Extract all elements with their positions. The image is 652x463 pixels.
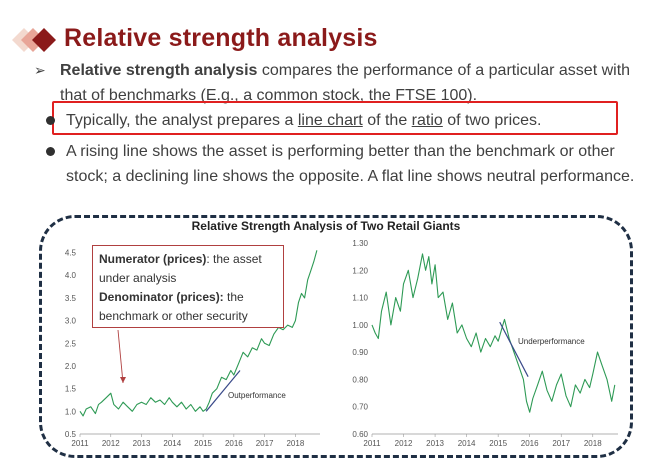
ratio-link[interactable]: ratio — [411, 112, 443, 129]
y-tick-label: 3.0 — [65, 317, 77, 326]
y-tick-label: 1.00 — [352, 321, 368, 330]
x-tick-label: 2018 — [584, 439, 602, 448]
callout-box: Numerator (prices): the asset under anal… — [92, 245, 284, 328]
y-tick-label: 4.5 — [65, 249, 77, 258]
bullet1-mid: of the — [362, 112, 412, 129]
numerator-text: : the asset under analysis — [99, 252, 262, 285]
y-tick-label: 1.0 — [65, 407, 77, 416]
y-tick-label: 2.0 — [65, 362, 77, 371]
page-title: Relative strength analysis — [64, 24, 378, 52]
x-tick-label: 2016 — [521, 439, 539, 448]
x-tick-label: 2015 — [194, 439, 212, 448]
annotation-label: Outperformance — [228, 391, 286, 400]
x-tick-label: 2017 — [256, 439, 274, 448]
series-line — [79, 250, 318, 417]
y-tick-label: 0.5 — [65, 430, 77, 439]
y-tick-label: 1.30 — [352, 239, 368, 248]
y-tick-label: 0.90 — [352, 348, 368, 357]
diamond-logo-icon — [12, 28, 56, 52]
bullet-item-1: Typically, the analyst prepares a line c… — [46, 108, 636, 133]
x-tick-label: 2015 — [489, 439, 507, 448]
x-tick-label: 2016 — [225, 439, 243, 448]
y-tick-label: 1.5 — [65, 385, 77, 394]
series-line — [371, 253, 616, 413]
denominator-label: Denominator (prices): — [99, 290, 224, 304]
y-tick-label: 3.5 — [65, 294, 77, 303]
chart-title: Relative Strength Analysis of Two Retail… — [191, 219, 461, 233]
bullet-dot-icon — [46, 116, 55, 125]
intro-bold: Relative strength analysis — [60, 62, 258, 79]
x-tick-label: 2012 — [102, 439, 120, 448]
x-tick-label: 2013 — [133, 439, 151, 448]
trend-line — [499, 321, 529, 377]
y-tick-label: 2.5 — [65, 339, 77, 348]
chart-frame — [39, 215, 633, 458]
x-tick-label: 2014 — [458, 439, 476, 448]
callout-arrow — [117, 329, 124, 384]
x-tick-label: 2017 — [552, 439, 570, 448]
bullet1-pre: Typically, the analyst prepares a — [66, 112, 298, 129]
x-tick-label: 2018 — [286, 439, 304, 448]
denominator-text: the benchmark or other security — [99, 290, 248, 323]
bullet-dot-icon — [46, 147, 55, 156]
x-tick-label: 2011 — [71, 439, 89, 448]
y-tick-label: 4.0 — [65, 271, 77, 280]
trend-line — [205, 370, 241, 412]
bullet1-post: of two prices. — [442, 112, 542, 129]
bullet2-text: A rising line shows the asset is perform… — [66, 143, 635, 185]
y-tick-label: 0.60 — [352, 430, 368, 439]
y-tick-label: 0.70 — [352, 403, 368, 412]
x-tick-label: 2014 — [163, 439, 181, 448]
x-tick-label: 2013 — [426, 439, 444, 448]
y-tick-label: 0.80 — [352, 375, 368, 384]
y-tick-label: 1.10 — [352, 294, 368, 303]
y-tick-label: 1.20 — [352, 266, 368, 275]
arrowhead-icon — [120, 377, 126, 383]
annotation-label: Underperformance — [518, 337, 585, 346]
intro-paragraph: ➢ Relative strength analysis compares th… — [34, 58, 639, 108]
bullet-item-2: A rising line shows the asset is perform… — [46, 139, 636, 189]
arrow-bullet-icon: ➢ — [34, 62, 46, 78]
intro-rest: compares the performance of a particular… — [60, 62, 631, 104]
x-tick-label: 2011 — [363, 439, 381, 448]
x-tick-label: 2012 — [395, 439, 413, 448]
numerator-label: Numerator (prices) — [99, 252, 207, 266]
line-chart-link[interactable]: line chart — [297, 112, 363, 129]
